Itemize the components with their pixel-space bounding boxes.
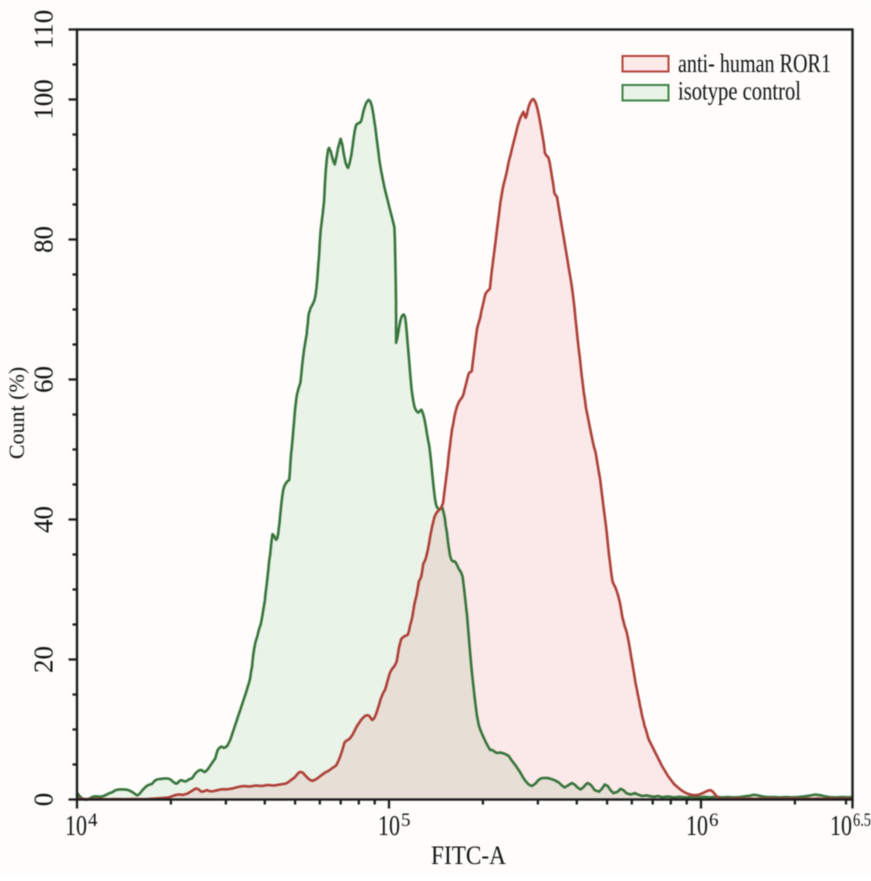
svg-text:6.5: 6.5 — [853, 810, 871, 831]
svg-text:100: 100 — [29, 79, 59, 120]
svg-text:10: 10 — [686, 811, 708, 842]
svg-text:40: 40 — [29, 506, 59, 533]
svg-text:6: 6 — [709, 810, 719, 831]
svg-text:60: 60 — [29, 366, 59, 393]
svg-text:10: 10 — [378, 811, 400, 842]
svg-text:5: 5 — [401, 810, 411, 831]
svg-text:80: 80 — [29, 226, 59, 253]
svg-text:4: 4 — [88, 810, 98, 831]
svg-text:10: 10 — [65, 811, 87, 842]
svg-text:FITC-A: FITC-A — [431, 841, 506, 870]
svg-text:110: 110 — [29, 10, 59, 50]
svg-text:anti- human ROR1: anti- human ROR1 — [678, 49, 831, 78]
svg-text:20: 20 — [29, 646, 59, 673]
svg-text:Count (%): Count (%) — [4, 367, 29, 459]
svg-text:isotype control: isotype control — [678, 77, 801, 106]
svg-text:0: 0 — [29, 793, 59, 807]
svg-text:10: 10 — [830, 811, 852, 842]
